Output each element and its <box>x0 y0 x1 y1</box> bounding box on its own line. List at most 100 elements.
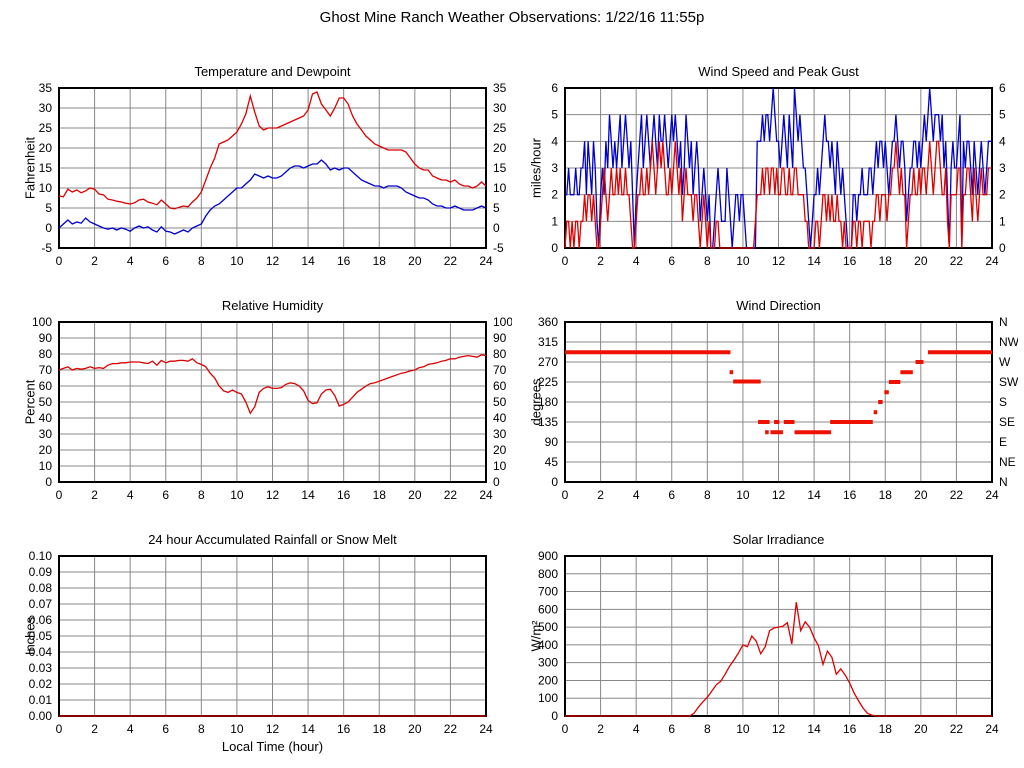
tick-label: -5 <box>493 241 504 255</box>
page-title: Ghost Mine Ranch Weather Observations: 1… <box>319 9 705 26</box>
tick-label: 20 <box>408 488 422 502</box>
tick-label: NW <box>999 335 1018 349</box>
tick-label: 16 <box>337 722 351 736</box>
tick-label: 18 <box>879 254 893 268</box>
tick-label: 22 <box>950 488 964 502</box>
tick-label: 10 <box>39 181 53 195</box>
tick-label: 14 <box>807 722 821 736</box>
tick-label: 6 <box>668 488 675 502</box>
tick-label: 600 <box>538 602 558 616</box>
tick-label: 5 <box>551 108 558 122</box>
chart-rainfall: 24 hour Accumulated Rainfall or Snow Mel… <box>0 518 512 764</box>
tick-label: 10 <box>39 459 53 473</box>
series-solar_irradiance <box>565 602 992 717</box>
tick-label: 6 <box>668 254 675 268</box>
tick-label: 24 <box>479 488 493 502</box>
tick-label: 0 <box>45 475 52 489</box>
tick-label: 2 <box>551 188 558 202</box>
tick-label: 20 <box>914 722 928 736</box>
tick-label: 8 <box>198 254 205 268</box>
tick-label: 16 <box>337 488 351 502</box>
tick-label: 8 <box>704 254 711 268</box>
tick-label: 20 <box>39 443 53 457</box>
tick-label: 0.07 <box>29 597 53 611</box>
tick-label: 10 <box>736 722 750 736</box>
tick-label: 24 <box>985 254 999 268</box>
tick-label: N <box>999 315 1008 329</box>
plot-area: 0 01 12 23 34 45 56 60 2 4 6 8 10 12 14 16 18 20 22 24 <box>551 81 1006 268</box>
tick-label: 14 <box>301 722 315 736</box>
x-axis-label: Local Time (hour) <box>221 739 324 754</box>
tick-label: 12 <box>266 722 280 736</box>
tick-label: 20 <box>914 488 928 502</box>
tick-label: 10 <box>493 181 507 195</box>
plot-frame <box>564 555 993 717</box>
tick-label: 360 <box>538 315 558 329</box>
tick-label: 90 <box>493 331 507 345</box>
series-temperature <box>58 91 487 210</box>
tick-label: 50 <box>493 395 507 409</box>
tick-label: 0.10 <box>29 549 53 563</box>
tick-label: 2 <box>999 188 1006 202</box>
chart-title: Wind Speed and Peak Gust <box>698 64 859 79</box>
tick-label: 5 <box>493 201 500 215</box>
tick-label: 15 <box>39 161 53 175</box>
tick-label: NE <box>999 455 1016 469</box>
tick-label: 4 <box>127 254 134 268</box>
tick-label: 700 <box>538 585 558 599</box>
tick-label: 18 <box>373 488 387 502</box>
tick-label: 0 <box>493 475 500 489</box>
tick-label: 60 <box>39 379 53 393</box>
tick-label: 24 <box>479 722 493 736</box>
tick-label: SE <box>999 415 1015 429</box>
tick-label: 22 <box>444 722 458 736</box>
tick-label: 2 <box>91 722 98 736</box>
tick-label: 40 <box>493 411 507 425</box>
tick-label: 6 <box>668 722 675 736</box>
chart-wind-direction: Wind Direction degrees 0 N 45 NE 90 E 135 SE 180… <box>506 284 1019 530</box>
tick-label: 0.02 <box>29 677 53 691</box>
tick-label: 100 <box>493 315 512 329</box>
tick-label: 14 <box>807 254 821 268</box>
series-relative_humidity <box>58 354 487 415</box>
tick-label: 4 <box>127 722 134 736</box>
tick-label: 6 <box>162 254 169 268</box>
tick-label: 90 <box>545 435 559 449</box>
chart-title: Temperature and Dewpoint <box>194 64 351 79</box>
tick-label: 6 <box>999 81 1006 95</box>
tick-label: 100 <box>538 691 558 705</box>
tick-label: 4 <box>999 134 1006 148</box>
plot-frame <box>58 87 487 249</box>
tick-label: 135 <box>538 415 558 429</box>
tick-label: 2 <box>91 254 98 268</box>
tick-label: 3 <box>551 161 558 175</box>
tick-label: 20 <box>914 254 928 268</box>
chart-title: Relative Humidity <box>221 298 324 313</box>
tick-label: 22 <box>444 488 458 502</box>
tick-label: 22 <box>950 254 964 268</box>
chart-title: 24 hour Accumulated Rainfall or Snow Mel… <box>148 532 397 547</box>
series-dewpoint <box>58 159 487 235</box>
tick-label: 30 <box>493 427 507 441</box>
tick-label: N <box>999 475 1008 489</box>
tick-label: 0.04 <box>29 645 53 659</box>
tick-label: 80 <box>493 347 507 361</box>
tick-label: 500 <box>538 620 558 634</box>
chart-solar-irradiance: Solar Irradiance W/m² 0 100 200 300 400 500 60… <box>506 518 1018 764</box>
tick-label: 35 <box>493 81 507 95</box>
tick-label: SW <box>999 375 1018 389</box>
tick-label: 22 <box>444 254 458 268</box>
tick-label: 100 <box>32 315 52 329</box>
tick-label: 0 <box>999 241 1006 255</box>
tick-label: 4 <box>633 488 640 502</box>
tick-label: 16 <box>843 488 857 502</box>
tick-label: 14 <box>301 488 315 502</box>
series-peak_gust <box>565 87 992 249</box>
tick-label: 4 <box>127 488 134 502</box>
tick-label: 12 <box>266 254 280 268</box>
tick-label: 0.09 <box>29 565 53 579</box>
tick-label: 5 <box>999 108 1006 122</box>
chart-temperature-dewpoint: Temperature and Dewpoint Fahrenheit -5 -5… <box>0 50 512 296</box>
tick-label: 10 <box>230 722 244 736</box>
